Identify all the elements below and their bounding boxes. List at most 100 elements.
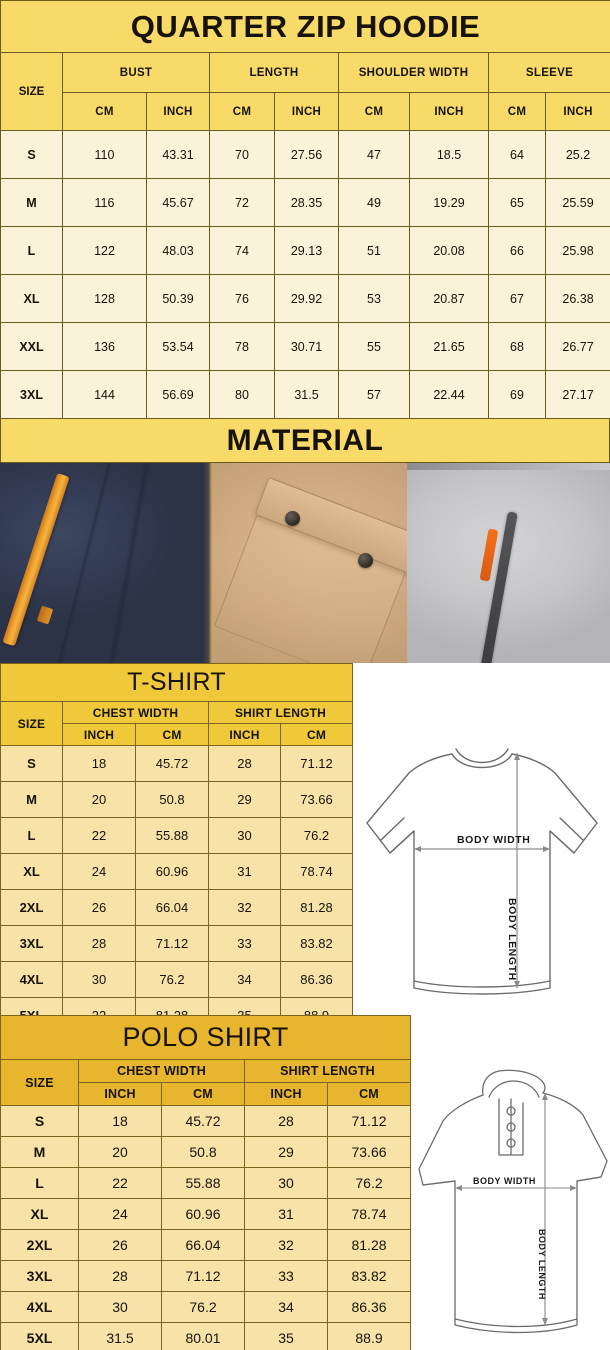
hoodie-cell: 26.77: [544, 322, 610, 371]
hoodie-row-size: M: [0, 178, 63, 227]
tshirt-cell: 31: [208, 853, 281, 890]
table-row: 2XL 26 66.04 32 81.28: [0, 1229, 412, 1261]
tshirt-cell: 26: [62, 889, 136, 926]
tshirt-group-header-row: SIZE CHEST WIDTH SHIRT LENGTH: [0, 701, 354, 746]
hoodie-cell: 18.5: [409, 130, 489, 179]
tshirt-row-size: 3XL: [0, 925, 63, 962]
tshirt-cell: 28: [208, 745, 281, 782]
table-row: XL 24 60.96 31 78.74: [0, 853, 354, 890]
table-row: 4XL 30 76.2 34 86.36: [0, 1291, 412, 1323]
polo-row-size: S: [0, 1105, 79, 1137]
hoodie-unit-shoulder-cm: CM: [338, 92, 410, 131]
hoodie-cell: 28.35: [274, 178, 339, 227]
hoodie-row-size: L: [0, 226, 63, 275]
tshirt-row-size: M: [0, 781, 63, 818]
hoodie-cell: 29.13: [274, 226, 339, 275]
hoodie-cell: 72: [209, 178, 275, 227]
table-row: 2XL 26 66.04 32 81.28: [0, 889, 354, 926]
tshirt-unit-length-inch: INCH: [208, 723, 281, 746]
tshirt-cell: 76.2: [135, 961, 209, 998]
hoodie-cell: 27.56: [274, 130, 339, 179]
polo-row-size: 4XL: [0, 1291, 79, 1323]
polo-measurement-diagram: BODY WIDTH BODY LENGTH: [418, 1069, 608, 1334]
snap-button-icon: [284, 511, 300, 526]
hoodie-cell: 26.38: [544, 274, 610, 323]
tshirt-unit-chest-cm: CM: [135, 723, 209, 746]
hoodie-cell: 144: [62, 370, 147, 419]
tshirt-cell: 45.72: [135, 745, 209, 782]
polo-cell: 73.66: [326, 1136, 412, 1168]
hoodie-cell: 22.44: [409, 370, 489, 419]
tshirt-row-size: XL: [0, 853, 63, 890]
hoodie-cell: 122: [62, 226, 147, 275]
table-row: S 18 45.72 28 71.12: [0, 745, 354, 782]
tshirt-row-size: S: [0, 745, 63, 782]
hoodie-cell: 45.67: [146, 178, 210, 227]
hoodie-cell: 21.65: [409, 322, 489, 371]
tshirt-cell: 20: [62, 781, 136, 818]
hoodie-cell: 53.54: [146, 322, 210, 371]
table-row: M 20 50.8 29 73.66: [0, 1136, 412, 1168]
polo-body-width-label: BODY WIDTH: [473, 1176, 536, 1186]
tshirt-measurement-diagram: BODY WIDTH BODY LENGTH: [365, 748, 598, 995]
hoodie-cell: 20.87: [409, 274, 489, 323]
tshirt-unit-chest-inch: INCH: [62, 723, 136, 746]
hoodie-cell: 110: [62, 130, 147, 179]
hoodie-cell: 48.03: [146, 226, 210, 275]
polo-size-table: POLO SHIRT SIZE CHEST WIDTH SHIRT LENGTH…: [0, 1015, 412, 1350]
hoodie-cell: 70: [209, 130, 275, 179]
orange-drawstring: [2, 472, 70, 647]
tshirt-cell: 32: [208, 889, 281, 926]
tshirt-title-row: T-SHIRT: [0, 663, 354, 702]
table-row: 3XL 144 56.69 80 31.5 57 22.44 69 27.17: [0, 370, 610, 419]
polo-cell: 34: [244, 1291, 328, 1323]
tshirt-body-width-label: BODY WIDTH: [457, 834, 530, 846]
hoodie-unit-length-cm: CM: [209, 92, 275, 131]
table-row: L 22 55.88 30 76.2: [0, 1167, 412, 1199]
tshirt-cell: 60.96: [135, 853, 209, 890]
tshirt-cell: 66.04: [135, 889, 209, 926]
tshirt-cell: 71.12: [279, 745, 354, 782]
khaki-sleeve-pocket-photo: [203, 463, 407, 663]
polo-cell: 33: [244, 1260, 328, 1292]
tshirt-size-chart-section: T-SHIRT SIZE CHEST WIDTH SHIRT LENGTH IN…: [0, 663, 610, 1034]
material-photo-strip: [0, 463, 610, 663]
hoodie-group-shoulder-width: SHOULDER WIDTH: [338, 52, 489, 93]
polo-row-size: L: [0, 1167, 79, 1199]
hoodie-cell: 67: [488, 274, 546, 323]
polo-row-size: 5XL: [0, 1322, 79, 1350]
hoodie-cell: 116: [62, 178, 147, 227]
hoodie-cell: 51: [338, 226, 410, 275]
tshirt-cell: 18: [62, 745, 136, 782]
hoodie-unit-sleeve-cm: CM: [488, 92, 546, 131]
hoodie-cell: 25.59: [544, 178, 610, 227]
polo-cell: 71.12: [326, 1105, 412, 1137]
photo-left-edge: [203, 463, 213, 663]
hoodie-cell: 68: [488, 322, 546, 371]
tshirt-group-chest-width: CHEST WIDTH: [62, 701, 209, 724]
polo-cell: 81.28: [326, 1229, 412, 1261]
polo-cell: 80.01: [161, 1322, 245, 1350]
polo-cell: 76.2: [161, 1291, 245, 1323]
tshirt-cell: 76.2: [279, 817, 354, 854]
tshirt-cell: 30: [62, 961, 136, 998]
tshirt-cell: 24: [62, 853, 136, 890]
hoodie-cell: 43.31: [146, 130, 210, 179]
hoodie-cell: 19.29: [409, 178, 489, 227]
polo-group-header-row: SIZE CHEST WIDTH SHIRT LENGTH: [0, 1059, 412, 1106]
tshirt-cell: 71.12: [135, 925, 209, 962]
table-row: L 22 55.88 30 76.2: [0, 817, 354, 854]
polo-cell: 35: [244, 1322, 328, 1350]
tshirt-cell: 83.82: [279, 925, 354, 962]
table-row: 5XL 31.5 80.01 35 88.9: [0, 1322, 412, 1350]
hoodie-row-size: XXL: [0, 322, 63, 371]
orange-zipper-pull: [479, 528, 499, 582]
tshirt-group-shirt-length: SHIRT LENGTH: [207, 701, 354, 724]
hoodie-cell: 27.17: [544, 370, 610, 419]
hoodie-unit-header-row: CM INCH CM INCH CM INCH CM INCH: [1, 92, 610, 131]
hoodie-unit-bust-inch: INCH: [146, 92, 210, 131]
polo-cell: 45.72: [161, 1105, 245, 1137]
hoodie-cell: 66: [488, 226, 546, 275]
hoodie-unit-bust-cm: CM: [62, 92, 147, 131]
hoodie-row-size: XL: [0, 274, 63, 323]
